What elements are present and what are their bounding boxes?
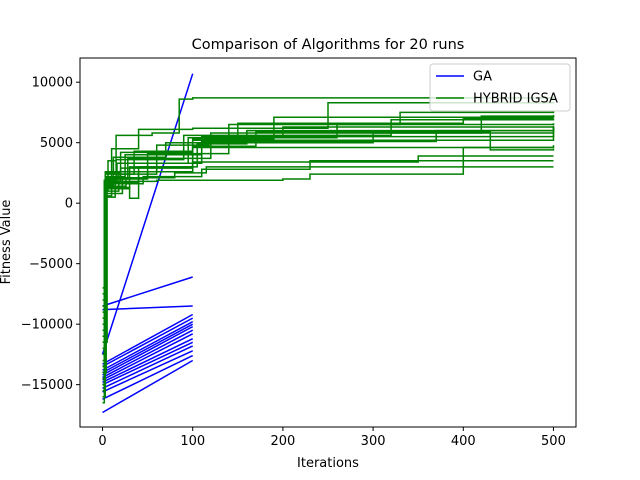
y-axis: −15000 −10000 −5000 0 5000 10000 <box>21 76 80 393</box>
x-tick-label: 200 <box>270 434 295 449</box>
series-line-run-2 <box>102 354 194 400</box>
series-line-run-5 <box>102 341 194 386</box>
x-tick-label: 500 <box>541 434 566 449</box>
x-tick-label: 300 <box>361 434 386 449</box>
series-line-run-13 <box>102 313 194 365</box>
y-axis-label: Fitness Value <box>0 200 14 285</box>
x-tick-label: 100 <box>180 434 205 449</box>
series-line-run-18 <box>102 118 555 301</box>
series-line-run-16 <box>101 73 194 355</box>
y-tick-label: 5000 <box>40 136 73 151</box>
series-line-run-9 <box>102 325 194 376</box>
y-tick-label: 0 <box>65 197 73 212</box>
legend-box <box>429 63 571 112</box>
x-tick-label: 0 <box>98 434 106 449</box>
series-line-run-20 <box>102 134 555 289</box>
series-ga <box>101 73 194 414</box>
series-line-run-3 <box>102 350 194 393</box>
x-axis: 0 100 200 300 400 500 <box>98 427 566 449</box>
y-tick-label: 10000 <box>32 76 73 91</box>
series-line-run-15 <box>102 276 193 307</box>
y-tick-label: −5000 <box>29 257 73 272</box>
legend-entry: GA <box>473 70 492 85</box>
series-hybrid-igsa <box>102 96 555 404</box>
chart-title: Comparison of Algorithms for 20 runs <box>192 37 465 53</box>
series-line-run-1 <box>102 359 194 414</box>
legend: GA HYBRID IGSA <box>429 63 571 112</box>
series-line-run-12 <box>102 317 194 368</box>
legend-entry: HYBRID IGSA <box>473 92 558 107</box>
series-line-run-10 <box>102 323 194 374</box>
series-line-run-7 <box>102 333 194 381</box>
series-line-run-19 <box>102 123 555 295</box>
y-tick-label: −15000 <box>21 378 73 393</box>
series-layer <box>101 73 555 414</box>
series-line-run-6 <box>102 338 194 383</box>
series-line-run-11 <box>102 321 194 371</box>
y-tick-label: −10000 <box>21 318 73 333</box>
x-tick-label: 400 <box>451 434 476 449</box>
series-line-run-11 <box>102 166 554 344</box>
x-axis-label: Iterations <box>297 456 359 471</box>
series-line-run-4 <box>102 345 194 389</box>
series-line-run-8 <box>102 329 194 379</box>
plot-frame <box>79 57 577 428</box>
